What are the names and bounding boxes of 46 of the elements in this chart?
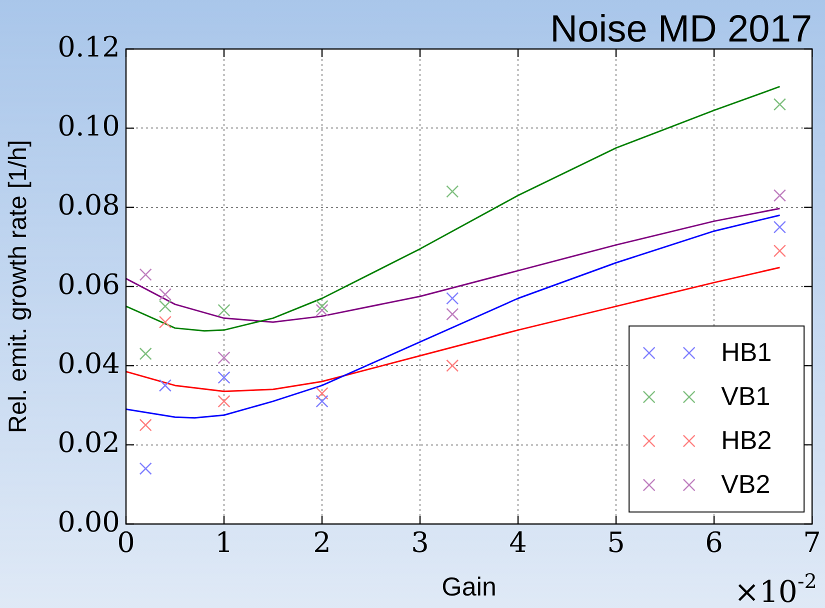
point — [773, 244, 786, 258]
point — [773, 98, 786, 111]
x-tick-label: 1 — [215, 526, 233, 560]
legend-label: VB1 — [721, 381, 770, 412]
chart-title: Noise MD 2017 — [550, 8, 812, 50]
point — [316, 387, 328, 400]
legend-label: HB2 — [721, 425, 772, 456]
x-tick-label: 4 — [509, 526, 527, 560]
point — [158, 379, 172, 392]
point — [773, 220, 786, 234]
x-tick-label: 7 — [803, 526, 822, 560]
point — [158, 316, 172, 328]
y-axis-title: Rel. emit. growth rate [1/h] — [4, 140, 32, 434]
x-tick-label: 2 — [313, 526, 331, 560]
point — [218, 394, 230, 408]
y-tick-label: 0.12 — [58, 30, 120, 64]
point — [158, 288, 172, 301]
point — [158, 300, 172, 313]
point — [139, 462, 152, 475]
x-tick-label: 6 — [705, 526, 723, 560]
y-tick-label: 0.10 — [58, 109, 120, 142]
legend-label: VB2 — [721, 469, 770, 500]
point — [218, 304, 230, 317]
point — [218, 351, 230, 364]
x-tick-label: 3 — [411, 526, 429, 560]
x-axis-title: Gain — [442, 572, 497, 602]
point — [218, 371, 230, 384]
point — [446, 292, 459, 305]
point — [446, 185, 459, 198]
y-tick-label: 0.04 — [58, 346, 120, 380]
y-tick-label: 0.08 — [58, 188, 120, 222]
point — [316, 300, 328, 313]
legend-label: HB1 — [721, 337, 772, 368]
x-tick-label: 0 — [117, 526, 135, 560]
point — [446, 308, 459, 321]
y-tick-label: 0.02 — [58, 426, 120, 460]
point — [316, 304, 328, 317]
point — [446, 359, 459, 372]
point — [773, 189, 786, 202]
y-tick-label: 0.06 — [58, 268, 120, 301]
point — [139, 418, 152, 432]
point — [139, 347, 152, 360]
x-tick-label: 5 — [607, 526, 625, 560]
y-tick-label: 0.00 — [58, 505, 120, 538]
point — [139, 268, 152, 281]
point — [316, 394, 328, 408]
